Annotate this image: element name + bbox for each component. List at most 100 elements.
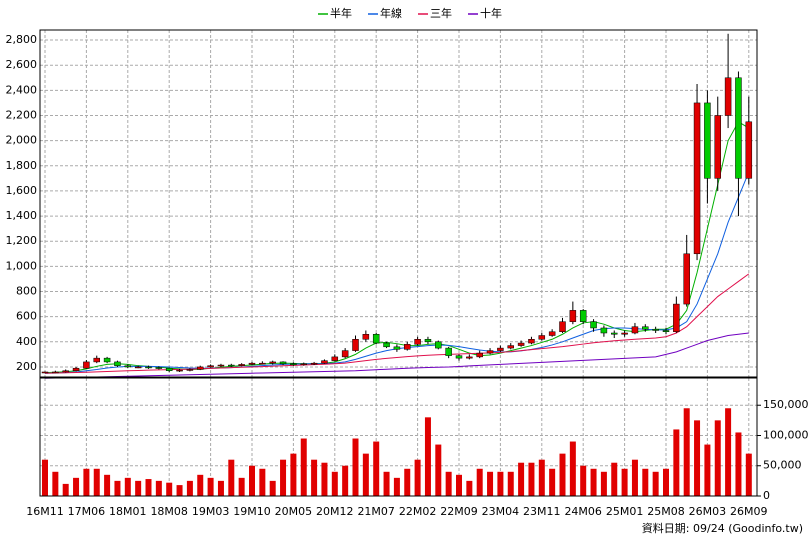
volume-bar [673,429,680,496]
y-tick-label: 0 [763,489,770,502]
volume-bar [83,468,90,496]
volume-bar [42,459,48,496]
plot-frame [39,29,758,378]
candle-body [93,357,100,363]
candle-body [259,362,266,365]
x-tick-label: 25M01 [606,505,644,518]
candle-body [528,339,535,344]
volume-bar [663,468,669,496]
volume-bar [124,477,131,496]
candle-body [704,102,711,179]
volume-bar [93,468,100,496]
volume-bar [445,471,452,496]
volume-bar [228,459,235,496]
candle-body [404,344,411,350]
x-tick-label: 22M02 [399,505,437,518]
candle-body [62,370,69,373]
x-tick-label: 23M04 [482,505,520,518]
volume-bar [683,408,690,496]
candle-body [155,367,163,369]
volume-bar [476,468,483,496]
candle-body [714,115,721,179]
ma-line [44,332,749,379]
candle-body [83,361,90,369]
candle-body [197,366,204,370]
x-tick-label: 17M06 [68,505,106,518]
volume-bar [259,468,266,496]
volume-bar [52,471,59,496]
volume-bar [145,479,152,496]
candle-body [435,341,442,349]
candle-body [72,367,80,371]
y-tick-label: 2,600 [6,58,38,71]
volume-bar [611,462,618,496]
volume-bar [580,465,587,496]
candle-body [569,310,577,322]
volume-bar [331,471,338,496]
y-tick-label: 100,000 [763,428,808,441]
candle-body [673,303,680,332]
x-tick-label: 20M12 [316,505,354,518]
x-tick-label: 19M03 [192,505,230,518]
y-tick-label: 600 [16,310,37,323]
y-tick-label: 1,600 [6,184,38,197]
candle-body [507,345,514,349]
candle-body [352,339,359,351]
candle-body [693,102,701,255]
plot-frame [39,377,758,497]
volume-bar [352,438,359,496]
candle-body [600,327,608,334]
candle-body [321,360,328,364]
volume-bar [362,453,369,496]
volume-bar [725,408,732,496]
volume-bar [507,471,514,496]
x-tick-label: 22M09 [440,505,478,518]
volume-bar [269,480,276,496]
candle-body [424,339,432,343]
volume-bar [497,471,504,496]
candle-body [590,321,597,329]
volume-bar [652,471,659,496]
candle-body [642,326,649,330]
volume-bar [311,459,318,496]
candle-body [414,339,421,345]
volume-bar [528,462,535,496]
candle-body [579,310,587,322]
y-tick-label: 2,000 [6,134,38,147]
legend-label: 十年 [480,6,502,20]
x-tick-label: 26M03 [689,505,727,518]
volume-bar [197,474,204,496]
volume-bar [435,444,442,496]
y-tick-label: 150,000 [763,398,808,411]
candle-body [455,355,463,359]
volume-bar [249,465,255,496]
legend-label: 三年 [430,6,452,20]
y-tick-label: 2,400 [6,83,38,96]
candle-body [611,332,618,335]
volume-bar [166,482,173,496]
ma-line [44,121,750,374]
ma-line [44,273,750,374]
volume-bar [704,444,711,496]
candle-body [310,362,318,365]
candle-body [517,342,525,346]
candle-body [217,364,225,367]
candle-body [362,334,370,340]
y-tick-label: 1,800 [6,159,38,172]
candle-body [476,352,483,358]
volume-bar [466,480,473,496]
x-tick-label: 19M10 [233,505,271,518]
candle-body [207,365,214,368]
footer-note: 資料日期: 09/24 (Goodinfo.tw) [642,521,803,535]
candle-body [393,346,401,350]
volume-bar [207,477,214,496]
volume-bar [300,438,307,496]
candle-body [538,335,546,340]
candle-body [279,361,287,365]
legend-label: 年線 [380,6,402,20]
volume-bar [135,480,142,496]
candle-body [662,330,670,332]
volume-bar [73,477,80,496]
volume-bar [621,468,628,496]
